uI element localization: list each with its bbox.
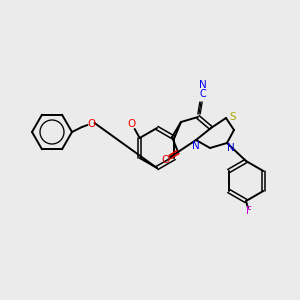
Text: O: O xyxy=(87,119,95,129)
Text: C: C xyxy=(200,89,206,99)
Text: N: N xyxy=(199,80,207,90)
Text: N: N xyxy=(192,141,200,151)
Text: O: O xyxy=(162,155,170,165)
Text: F: F xyxy=(246,206,252,216)
Text: S: S xyxy=(230,112,236,122)
Text: O: O xyxy=(128,119,136,129)
Text: N: N xyxy=(227,143,235,153)
